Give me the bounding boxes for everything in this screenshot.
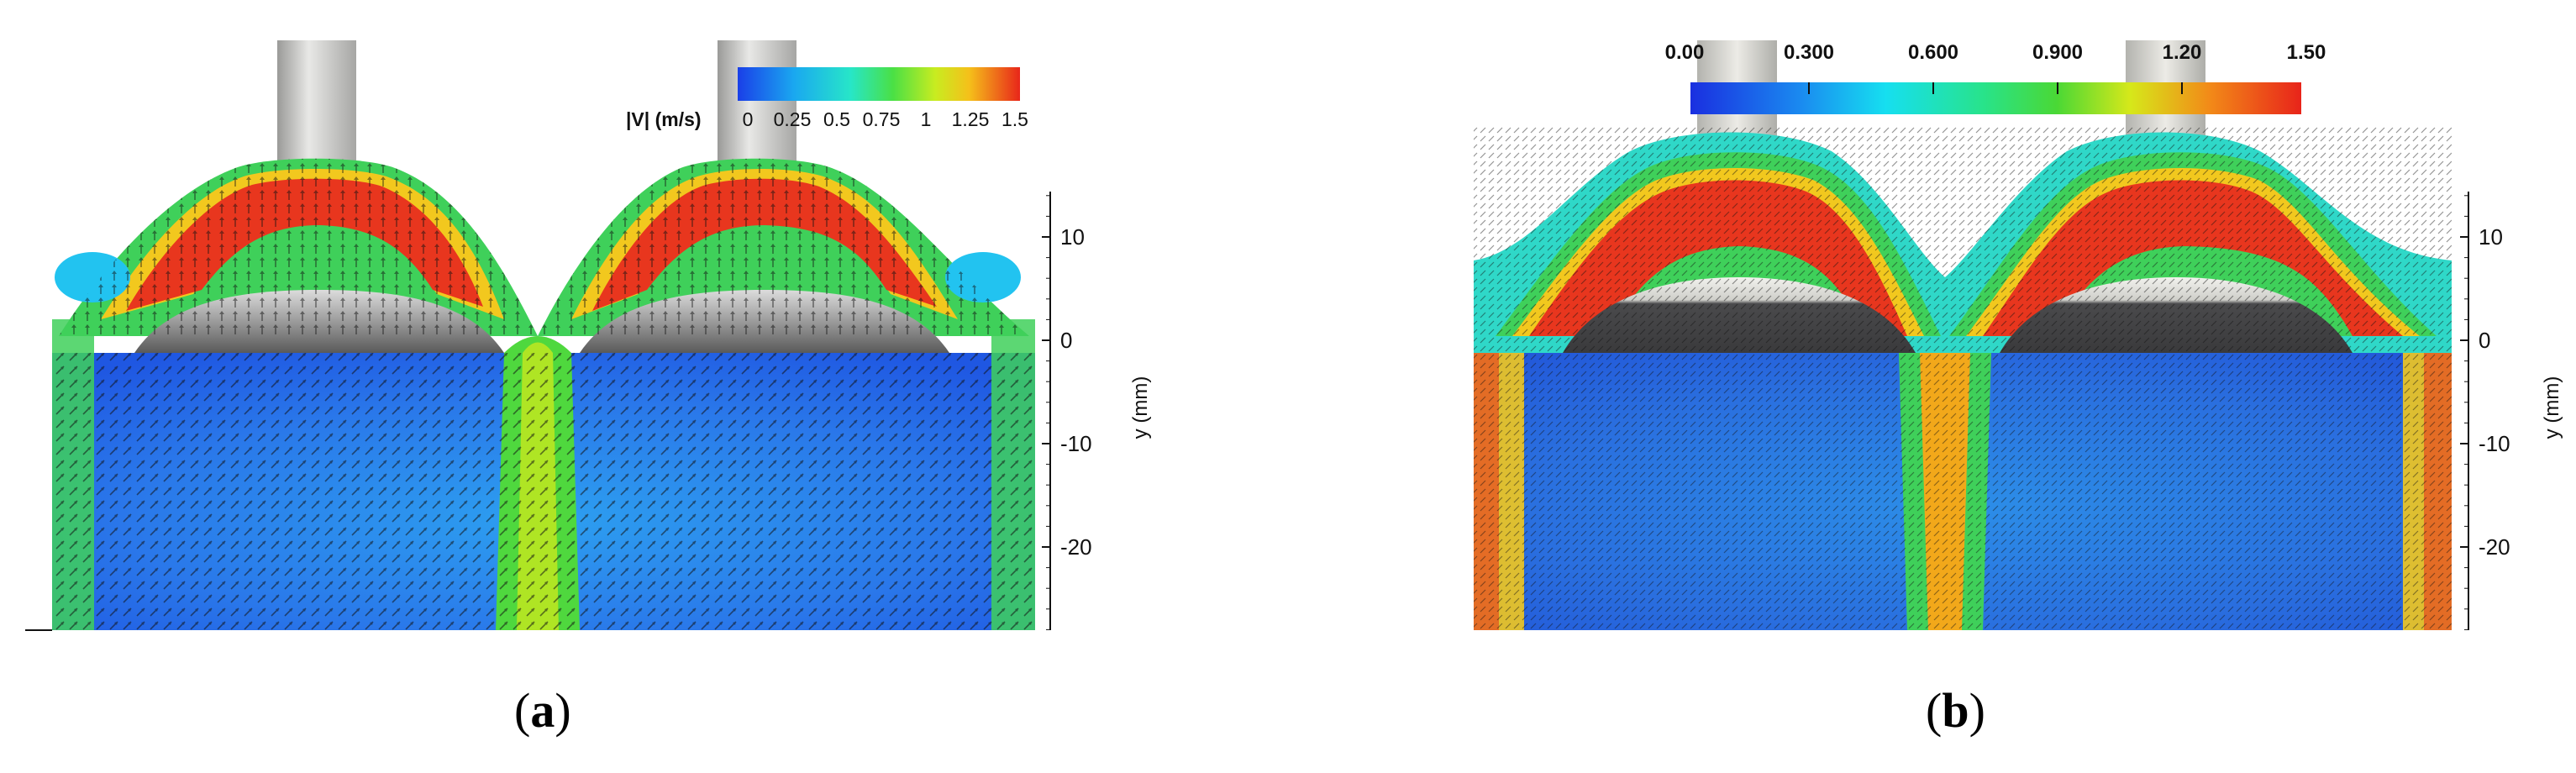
y-axis-tick-label: 0 — [1060, 328, 1072, 353]
colorbar-b-tick-label: 0.600 — [1908, 41, 1958, 64]
colorbar-b-tick-labels: 0.00 0.300 0.600 0.900 1.20 1.50 — [1665, 41, 2326, 94]
colorbar-a-tick-label: 0.75 — [863, 108, 901, 130]
colorbar-b-tick-label: 0.900 — [2032, 41, 2083, 64]
colorbar-a-tick-label: 1 — [921, 108, 932, 130]
caption-b: (b) — [1926, 683, 1985, 738]
colorbar-a-tick-label: 0.5 — [823, 108, 850, 130]
panel-b: 0.00 0.300 0.600 0.900 1.20 1.50 10 0 -10 -20 y … — [1428, 0, 2576, 769]
y-axis-tick-label: -10 — [2479, 431, 2510, 456]
panel-b-figure: 0.00 0.300 0.600 0.900 1.20 1.50 10 0 -10 -20 y … — [1474, 40, 2563, 630]
colorbar-a-tick-label: 0 — [743, 108, 754, 130]
y-axis-tick-label: 10 — [2479, 224, 2503, 250]
colorbar-a-tick-label: 1.25 — [952, 108, 990, 130]
colorbar-a-tick-label: 0.25 — [774, 108, 812, 130]
valve-stem-left — [277, 40, 356, 175]
y-axis-tick-label: -10 — [1060, 431, 1092, 456]
colorbar-b-tick-label: 0.300 — [1784, 41, 1834, 64]
y-axis-tick-label: -20 — [2479, 534, 2510, 560]
colorbar-b-tick-label: 0.00 — [1665, 41, 1705, 64]
colorbar-a-tick-label: 1.5 — [1001, 108, 1028, 130]
caption-a: (a) — [514, 683, 571, 738]
colorbar-b-tick-label: 1.20 — [2163, 41, 2202, 64]
y-axis-b-label: y (mm) — [2541, 376, 2563, 439]
y-axis-tick-label: 0 — [2479, 328, 2490, 353]
colorbar-a — [738, 67, 1020, 101]
colorbar-b — [1690, 82, 2301, 114]
colorbar-b-tick-label: 1.50 — [2287, 41, 2326, 64]
y-axis-a-ticks: 10 0 -10 -20 — [1042, 195, 1092, 630]
valve-stem-right — [718, 40, 796, 175]
panel-a: |V| (m/s) 0 0.25 0.5 0.75 1 1.25 1.5 10 0 -10 -20… — [0, 0, 1260, 769]
y-axis-tick-label: 10 — [1060, 224, 1085, 250]
y-axis-b-ticks: 10 0 -10 -20 — [2460, 195, 2510, 630]
y-axis-a-label: y (mm) — [1129, 376, 1152, 439]
panel-a-figure: |V| (m/s) 0 0.25 0.5 0.75 1 1.25 1.5 10 0 -10 -20… — [25, 40, 1152, 631]
colorbar-a-tick-labels: 0 0.25 0.5 0.75 1 1.25 1.5 — [743, 108, 1028, 130]
colorbar-a-label: |V| (m/s) — [626, 108, 702, 130]
y-axis-tick-label: -20 — [1060, 534, 1092, 560]
